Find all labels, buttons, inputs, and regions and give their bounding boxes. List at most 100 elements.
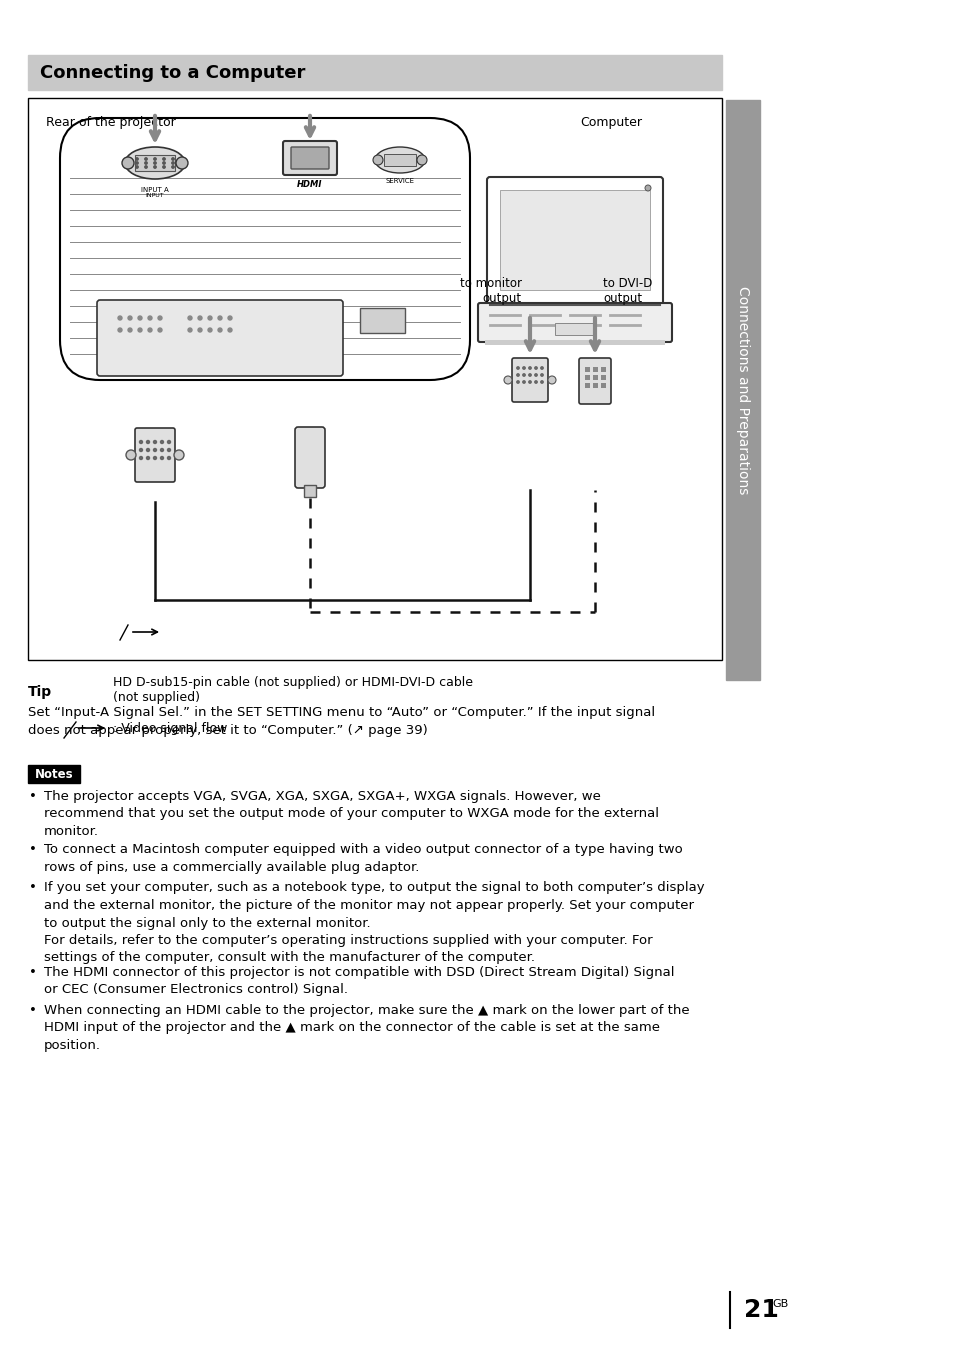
Text: •: • bbox=[29, 965, 37, 979]
Bar bbox=[600, 366, 605, 372]
Circle shape bbox=[517, 373, 518, 376]
Circle shape bbox=[118, 329, 122, 333]
Circle shape bbox=[160, 441, 163, 443]
Circle shape bbox=[172, 166, 174, 168]
FancyBboxPatch shape bbox=[283, 141, 336, 174]
Text: •: • bbox=[29, 1005, 37, 1017]
Text: SERVICE: SERVICE bbox=[385, 178, 414, 184]
Circle shape bbox=[188, 329, 192, 333]
Circle shape bbox=[535, 373, 537, 376]
Bar bbox=[28, 97, 721, 660]
Bar bbox=[584, 375, 589, 380]
FancyBboxPatch shape bbox=[477, 303, 671, 342]
Bar bbox=[28, 765, 80, 783]
Circle shape bbox=[163, 158, 165, 160]
Bar bbox=[600, 383, 605, 388]
Circle shape bbox=[522, 373, 525, 376]
Circle shape bbox=[168, 457, 171, 460]
Circle shape bbox=[175, 157, 188, 169]
Text: 21: 21 bbox=[743, 1298, 778, 1322]
Text: INPUT: INPUT bbox=[146, 193, 164, 197]
Bar bbox=[484, 339, 664, 345]
Text: HD D-sub15-pin cable (not supplied) or HDMI-DVI-D cable
(not supplied): HD D-sub15-pin cable (not supplied) or H… bbox=[112, 676, 473, 704]
Circle shape bbox=[522, 366, 525, 369]
Bar bbox=[555, 323, 595, 335]
Circle shape bbox=[535, 366, 537, 369]
Circle shape bbox=[153, 162, 156, 164]
Ellipse shape bbox=[375, 147, 424, 173]
Bar bbox=[28, 55, 721, 91]
Circle shape bbox=[540, 366, 542, 369]
Circle shape bbox=[522, 381, 525, 383]
Bar bbox=[359, 308, 405, 333]
Text: To connect a Macintosh computer equipped with a video output connector of a type: To connect a Macintosh computer equipped… bbox=[44, 844, 682, 873]
Circle shape bbox=[540, 381, 542, 383]
Circle shape bbox=[122, 157, 133, 169]
Circle shape bbox=[528, 373, 531, 376]
Circle shape bbox=[153, 158, 156, 160]
Circle shape bbox=[128, 316, 132, 320]
Circle shape bbox=[147, 449, 150, 452]
Bar bbox=[593, 383, 598, 388]
Bar bbox=[584, 383, 589, 388]
Text: Connections and Preparations: Connections and Preparations bbox=[735, 285, 749, 495]
Bar bbox=[593, 366, 598, 372]
Circle shape bbox=[145, 158, 147, 160]
Text: to monitor
output: to monitor output bbox=[459, 277, 521, 306]
Text: Rear of the projector: Rear of the projector bbox=[46, 116, 175, 128]
Text: Tip: Tip bbox=[28, 685, 52, 699]
Circle shape bbox=[163, 162, 165, 164]
Text: Computer: Computer bbox=[579, 116, 641, 128]
Circle shape bbox=[168, 449, 171, 452]
Circle shape bbox=[118, 316, 122, 320]
Circle shape bbox=[153, 166, 156, 168]
Circle shape bbox=[208, 316, 212, 320]
Circle shape bbox=[147, 441, 150, 443]
Circle shape bbox=[228, 329, 232, 333]
Circle shape bbox=[145, 162, 147, 164]
Text: •: • bbox=[29, 844, 37, 857]
Circle shape bbox=[153, 449, 156, 452]
Circle shape bbox=[158, 316, 162, 320]
Circle shape bbox=[228, 316, 232, 320]
Circle shape bbox=[373, 155, 382, 165]
Ellipse shape bbox=[125, 147, 185, 178]
Circle shape bbox=[153, 457, 156, 460]
Text: Notes: Notes bbox=[34, 768, 73, 780]
Bar bbox=[135, 155, 174, 170]
Circle shape bbox=[644, 185, 650, 191]
Circle shape bbox=[188, 316, 192, 320]
Circle shape bbox=[139, 449, 142, 452]
Bar bbox=[384, 154, 416, 166]
Circle shape bbox=[416, 155, 427, 165]
Circle shape bbox=[503, 376, 512, 384]
Circle shape bbox=[517, 366, 518, 369]
Bar bbox=[584, 366, 589, 372]
Circle shape bbox=[160, 449, 163, 452]
Circle shape bbox=[138, 316, 142, 320]
Text: If you set your computer, such as a notebook type, to output the signal to both : If you set your computer, such as a note… bbox=[44, 882, 704, 964]
Circle shape bbox=[218, 329, 222, 333]
FancyBboxPatch shape bbox=[578, 358, 610, 404]
Circle shape bbox=[158, 329, 162, 333]
Text: The projector accepts VGA, SVGA, XGA, SXGA, SXGA+, WXGA signals. However, we
rec: The projector accepts VGA, SVGA, XGA, SX… bbox=[44, 790, 659, 838]
Circle shape bbox=[135, 166, 138, 168]
Circle shape bbox=[153, 441, 156, 443]
Text: The HDMI connector of this projector is not compatible with DSD (Direct Stream D: The HDMI connector of this projector is … bbox=[44, 965, 674, 996]
Circle shape bbox=[163, 166, 165, 168]
Circle shape bbox=[528, 366, 531, 369]
Circle shape bbox=[218, 316, 222, 320]
Text: to DVI-D
output: to DVI-D output bbox=[602, 277, 652, 306]
Bar bbox=[304, 485, 315, 498]
Circle shape bbox=[198, 329, 202, 333]
Circle shape bbox=[547, 376, 556, 384]
Circle shape bbox=[145, 166, 147, 168]
Text: •: • bbox=[29, 882, 37, 895]
Text: : Video signal flow: : Video signal flow bbox=[112, 722, 227, 735]
Circle shape bbox=[198, 316, 202, 320]
Text: •: • bbox=[29, 790, 37, 803]
Text: When connecting an HDMI cable to the projector, make sure the ▲ mark on the lowe: When connecting an HDMI cable to the pro… bbox=[44, 1005, 689, 1052]
FancyBboxPatch shape bbox=[512, 358, 547, 402]
Circle shape bbox=[126, 450, 136, 460]
Circle shape bbox=[535, 381, 537, 383]
